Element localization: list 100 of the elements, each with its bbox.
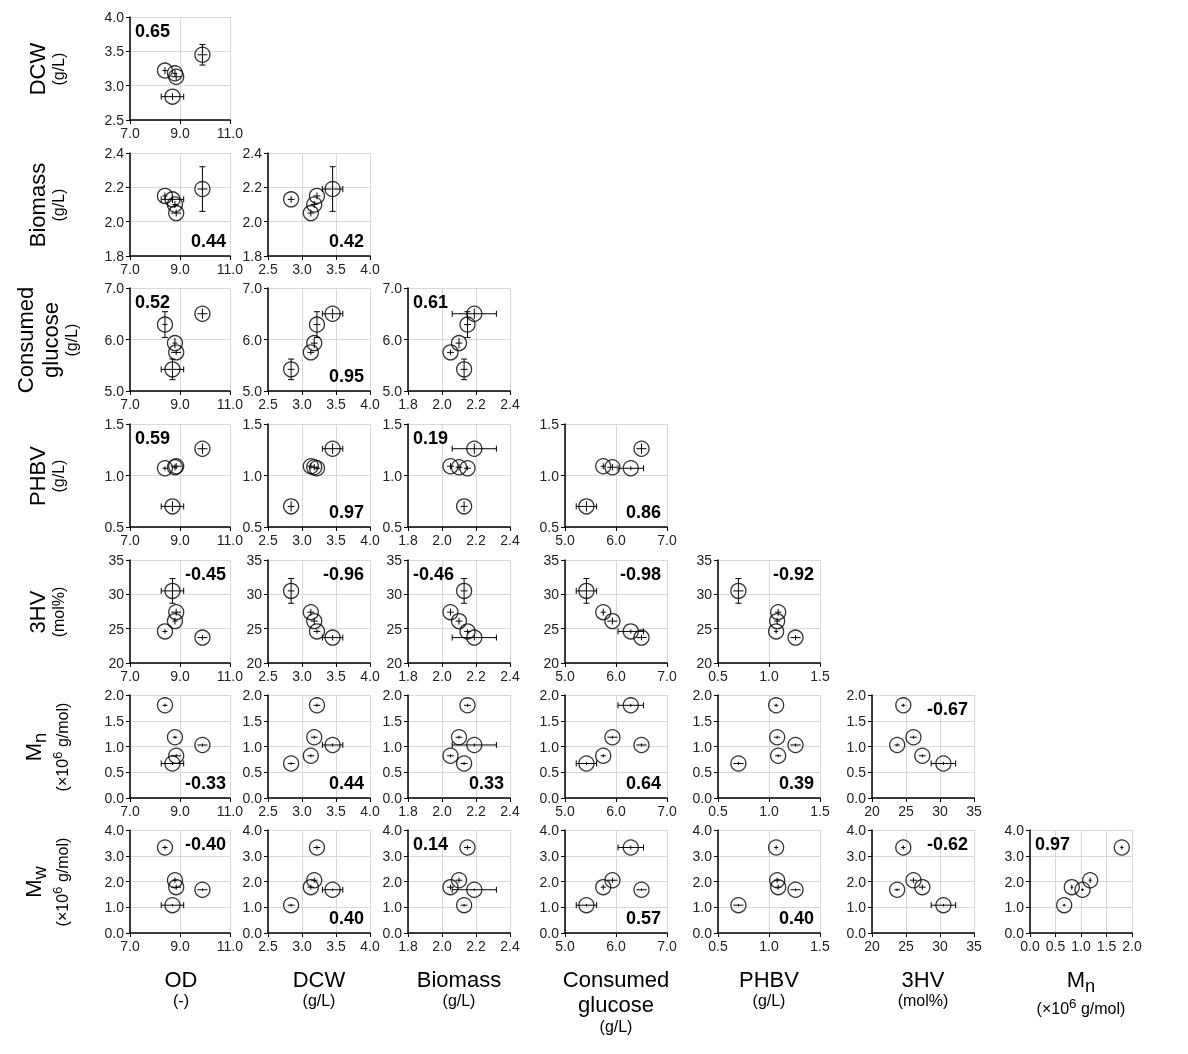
y-tick-label: 1.8 bbox=[242, 248, 263, 264]
y-tick-label: 35 bbox=[543, 552, 560, 568]
annotation: 0.44 bbox=[190, 231, 226, 252]
y-tick-label: 1.8 bbox=[104, 248, 125, 264]
point bbox=[604, 729, 621, 746]
point bbox=[324, 440, 341, 457]
annotation: -0.92 bbox=[772, 564, 814, 585]
y-tick-label: 0.0 bbox=[539, 925, 560, 941]
x-tick-label: 1.8 bbox=[398, 396, 418, 412]
point bbox=[442, 879, 459, 896]
point bbox=[324, 881, 341, 898]
y-tick-label: 0.0 bbox=[382, 925, 403, 941]
y-axis-title: PHBV (g/L) bbox=[24, 445, 68, 506]
point bbox=[466, 881, 483, 898]
y-tick-label: 30 bbox=[696, 586, 713, 603]
y-tick-label: 2.0 bbox=[104, 213, 125, 230]
annotation: -0.98 bbox=[619, 564, 661, 585]
point bbox=[905, 729, 922, 746]
y-tick-label: 1.0 bbox=[242, 738, 263, 755]
y-tick-label: 30 bbox=[246, 586, 263, 603]
point bbox=[194, 629, 211, 646]
x-tick-label: 3.0 bbox=[292, 668, 312, 684]
point bbox=[455, 582, 473, 600]
point bbox=[455, 897, 473, 914]
y-tick-label: 35 bbox=[246, 552, 263, 568]
annotation: 0.14 bbox=[413, 834, 449, 855]
point bbox=[302, 604, 319, 621]
y-tick-label: 25 bbox=[386, 620, 403, 637]
point bbox=[935, 755, 952, 772]
y-tick-label: 1.5 bbox=[692, 712, 713, 729]
y-tick-label: 1.0 bbox=[242, 899, 263, 916]
point bbox=[156, 623, 174, 640]
annotation: 0.61 bbox=[413, 292, 449, 313]
point bbox=[156, 839, 174, 856]
y-tick-label: 1.0 bbox=[539, 738, 560, 755]
y-axis-title: Consumed glucose (g/L) bbox=[11, 285, 81, 395]
annotation: 0.86 bbox=[625, 502, 661, 523]
x-tick-label: 4.0 bbox=[360, 668, 380, 684]
point bbox=[604, 612, 621, 630]
point bbox=[156, 62, 174, 79]
y-tick-label: 0.0 bbox=[1004, 925, 1025, 941]
y-tick-label: 0.0 bbox=[846, 790, 867, 806]
point bbox=[578, 498, 595, 515]
y-tick-label: 0.0 bbox=[539, 790, 560, 806]
y-tick-label: 30 bbox=[386, 586, 403, 603]
x-tick-label: 2.0 bbox=[432, 396, 452, 412]
point bbox=[730, 897, 747, 914]
y-tick-label: 1.0 bbox=[242, 467, 263, 484]
y-tick-label: 1.0 bbox=[692, 738, 713, 755]
x-tick-label: 4.0 bbox=[360, 261, 380, 277]
y-tick-label: 0.0 bbox=[846, 925, 867, 941]
point bbox=[768, 623, 785, 640]
point bbox=[302, 747, 319, 764]
point bbox=[302, 204, 319, 222]
point bbox=[164, 191, 181, 208]
y-tick-label: 3.0 bbox=[539, 847, 560, 864]
y-tick-label: 25 bbox=[696, 620, 713, 637]
x-tick-label: 5.0 bbox=[555, 668, 575, 684]
y-tick-label: 1.0 bbox=[382, 899, 403, 916]
y-tick-label: 0.0 bbox=[104, 790, 125, 806]
y-tick-label: 1.0 bbox=[539, 467, 560, 484]
point bbox=[459, 839, 476, 856]
x-tick-label: 3.5 bbox=[326, 938, 346, 954]
annotation: 0.97 bbox=[328, 502, 364, 523]
point bbox=[166, 729, 184, 746]
point bbox=[194, 180, 211, 198]
x-tick-label: 3.0 bbox=[292, 532, 312, 548]
y-tick-label: 1.0 bbox=[104, 899, 125, 916]
y-tick-label: 2.0 bbox=[382, 687, 403, 703]
y-tick-label: 2.0 bbox=[242, 687, 263, 703]
point bbox=[442, 747, 459, 764]
point bbox=[442, 344, 459, 361]
x-tick-label: 3.0 bbox=[292, 938, 312, 954]
point bbox=[306, 872, 323, 889]
x-tick-label: 20 bbox=[864, 803, 880, 819]
x-axis-title: DCW (g/L) bbox=[292, 967, 346, 1011]
y-tick-label: 25 bbox=[543, 620, 560, 637]
annotation: -0.45 bbox=[184, 564, 226, 585]
y-tick-label: 0.5 bbox=[382, 519, 403, 535]
x-axis-title: Biomass (g/L) bbox=[416, 967, 502, 1011]
point bbox=[194, 736, 211, 754]
x-axis-title: PHBV (g/L) bbox=[739, 967, 799, 1011]
point bbox=[166, 334, 184, 352]
y-tick-label: 2.0 bbox=[104, 687, 125, 703]
point bbox=[156, 697, 174, 714]
y-tick-label: 2.0 bbox=[104, 873, 125, 890]
point bbox=[324, 305, 341, 322]
point bbox=[164, 361, 181, 378]
x-tick-label: 4.0 bbox=[360, 938, 380, 954]
point bbox=[194, 881, 211, 898]
annotation: -0.67 bbox=[926, 699, 968, 720]
x-tick-label: 1.0 bbox=[1071, 938, 1091, 954]
x-tick-label: 5.0 bbox=[555, 803, 575, 819]
point bbox=[1074, 881, 1091, 898]
x-tick-label: 2.5 bbox=[258, 261, 278, 277]
point bbox=[455, 498, 473, 515]
x-tick-label: 35 bbox=[966, 938, 982, 954]
x-tick-label: 9.0 bbox=[170, 532, 190, 548]
x-tick-label: 11.0 bbox=[216, 803, 244, 819]
annotation: 0.59 bbox=[135, 428, 171, 449]
